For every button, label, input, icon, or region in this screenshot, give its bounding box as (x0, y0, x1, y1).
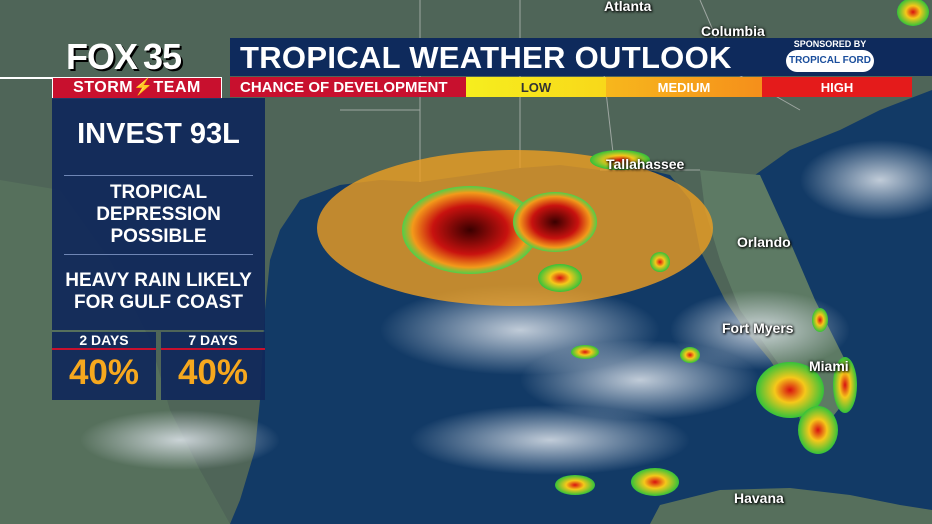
land-cuba (650, 488, 932, 524)
two-day-percent: 40% (68, 353, 140, 392)
level-high: HIGH (762, 77, 912, 97)
development-scale: CHANCE OF DEVELOPMENT LOW MEDIUM HIGH (230, 77, 912, 97)
city-orlando: Orlando (737, 234, 791, 250)
sponsor-label: SPONSORED BY (793, 39, 867, 49)
two-day-label: 2 DAYS (52, 332, 156, 350)
station-logo: FOX 35 STORM⚡TEAM (52, 38, 222, 99)
city-atlanta: Atlanta (604, 0, 652, 14)
city-miami: Miami (809, 358, 849, 374)
fox35-logo: FOX 35 (66, 38, 222, 76)
storm-status: TROPICAL DEPRESSION POSSIBLE (96, 182, 221, 247)
storm-name: INVEST 93L (77, 118, 240, 150)
panel-background (52, 98, 265, 330)
storm-info-panel: INVEST 93L TROPICAL DEPRESSION POSSIBLE … (52, 98, 265, 400)
city-tallahassee: Tallahassee (606, 156, 685, 172)
seven-day-label: 7 DAYS (161, 332, 265, 350)
page-title: TROPICAL WEATHER OUTLOOK (240, 40, 732, 75)
cloud-cover (80, 140, 932, 475)
decorative-line (0, 77, 52, 79)
florida-radar (555, 0, 929, 496)
seven-day-percent: 40% (177, 353, 249, 392)
city-columbia: Columbia (701, 23, 765, 39)
city-havana: Havana (734, 490, 784, 506)
development-label: CHANCE OF DEVELOPMENT (240, 79, 448, 96)
fox-wordmark: FOX (66, 36, 138, 77)
city-fort-myers: Fort Myers (722, 320, 794, 336)
storm-radar (402, 150, 670, 292)
sponsor-block: SPONSORED BY TROPICAL FORD (778, 38, 882, 76)
level-medium: MEDIUM (606, 77, 762, 97)
divider (64, 254, 253, 255)
divider (64, 175, 253, 176)
channel-number: 35 (143, 36, 182, 77)
storm-hazard: HEAVY RAIN LIKELY FOR GULF COAST (65, 270, 252, 313)
level-low: LOW (466, 77, 606, 97)
storm-team-badge: STORM⚡TEAM (52, 77, 222, 99)
sponsor-logo: TROPICAL FORD (786, 50, 874, 72)
two-day-chance: 2 DAYS 40% (52, 332, 156, 400)
title-bar: TROPICAL WEATHER OUTLOOK SPONSORED BY TR… (230, 38, 932, 76)
seven-day-chance: 7 DAYS 40% (161, 332, 265, 400)
